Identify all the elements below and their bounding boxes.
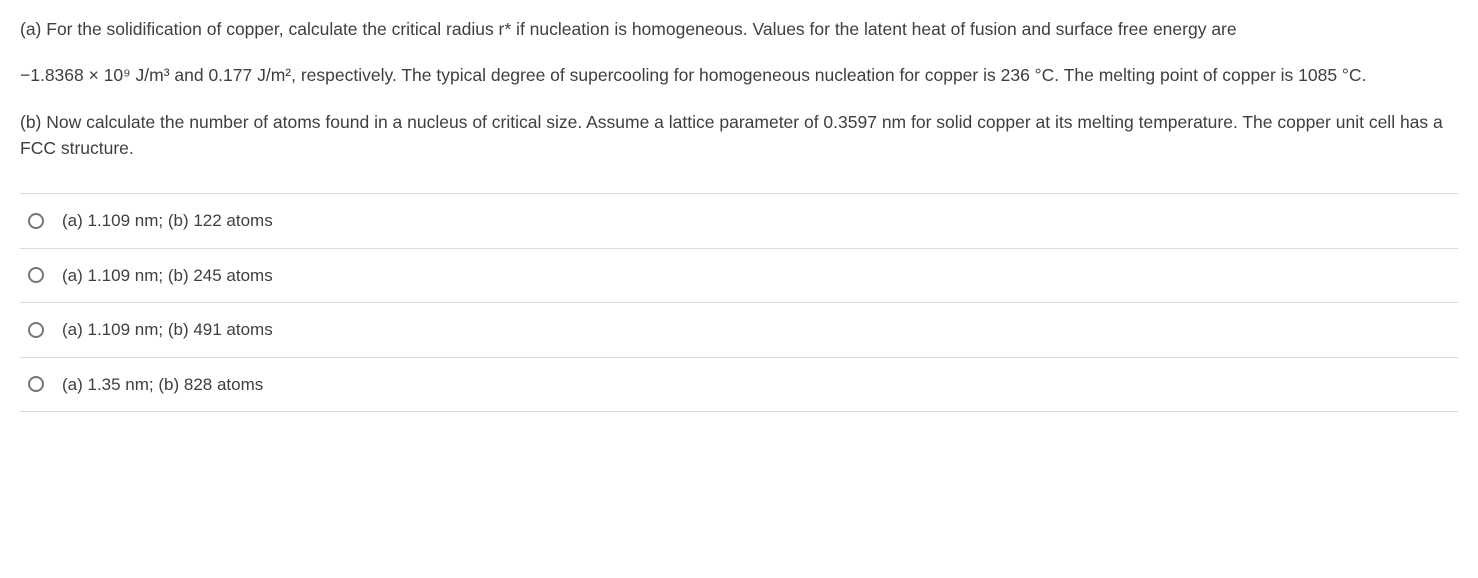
options-list: (a) 1.109 nm; (b) 122 atoms (a) 1.109 nm… (20, 193, 1458, 412)
question-body: (a) For the solidification of copper, ca… (20, 16, 1458, 161)
option-row[interactable]: (a) 1.109 nm; (b) 491 atoms (20, 302, 1458, 357)
option-row[interactable]: (a) 1.109 nm; (b) 122 atoms (20, 193, 1458, 248)
option-row[interactable]: (a) 1.109 nm; (b) 245 atoms (20, 248, 1458, 303)
option-label: (a) 1.109 nm; (b) 491 atoms (62, 317, 273, 343)
option-label: (a) 1.109 nm; (b) 122 atoms (62, 208, 273, 234)
radio-icon (28, 213, 44, 229)
question-paragraph-b: (b) Now calculate the number of atoms fo… (20, 109, 1458, 162)
option-label: (a) 1.35 nm; (b) 828 atoms (62, 372, 263, 398)
question-paragraph-a: (a) For the solidification of copper, ca… (20, 16, 1458, 42)
question-paragraph-values: −1.8368 × 10⁹ J/m³ and 0.177 J/m², respe… (20, 62, 1458, 88)
radio-icon (28, 267, 44, 283)
option-label: (a) 1.109 nm; (b) 245 atoms (62, 263, 273, 289)
option-row[interactable]: (a) 1.35 nm; (b) 828 atoms (20, 357, 1458, 413)
radio-icon (28, 322, 44, 338)
radio-icon (28, 376, 44, 392)
